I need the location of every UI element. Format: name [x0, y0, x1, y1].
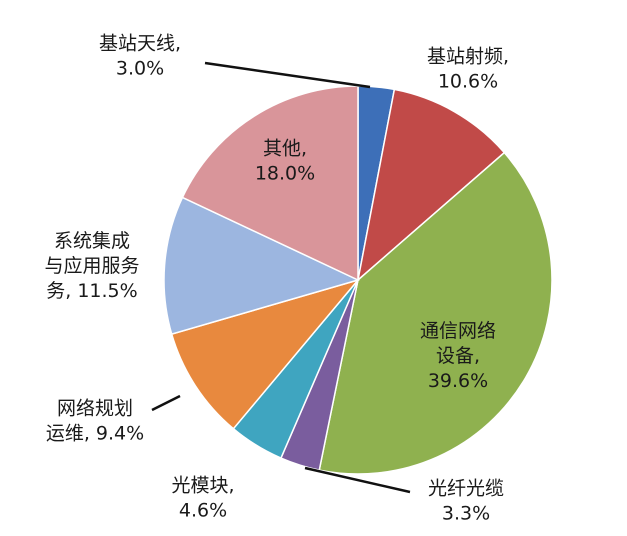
slice-labels: 基站天线, 3.0%基站射频, 10.6%通信网络设备, 39.6%光纤光缆 3.3%光… — [44, 33, 509, 525]
slice-label-line: 与应用服务 — [44, 255, 139, 277]
slice-label: 光纤光缆 3.3% — [428, 478, 504, 525]
slice-label-line: 系统集成 — [54, 230, 130, 252]
slice-label-line: 光模块, — [171, 475, 234, 497]
slice-label-line: 39.6% — [428, 370, 488, 392]
slice-label-line: 其他, — [263, 138, 307, 160]
slice-label: 系统集成与应用服务务, 11.5% — [44, 230, 139, 302]
slice-label-line: 4.6% — [179, 500, 227, 522]
slice-label-line: 运维, 9.4% — [46, 423, 144, 445]
pie-slices — [163, 85, 553, 475]
pie-slice — [318, 151, 553, 475]
slice-label-line: 设备, — [436, 345, 480, 367]
leader-line — [304, 466, 411, 494]
slice-label: 网络规划运维, 9.4% — [46, 398, 144, 445]
slice-label-line: 务, 11.5% — [46, 280, 137, 302]
leader-line — [204, 61, 371, 89]
slice-label: 其他, 18.0% — [255, 138, 315, 185]
slice-label-line: 基站射频, — [427, 46, 509, 68]
slice-label-line: 3.3% — [442, 503, 490, 525]
slice-label: 光模块, 4.6% — [171, 475, 234, 522]
slice-label-line: 18.0% — [255, 163, 315, 185]
pie-slice — [181, 85, 359, 282]
leader-lines — [151, 61, 411, 494]
leader-line — [151, 394, 181, 412]
slice-label-line: 网络规划 — [57, 398, 133, 420]
pie-slice — [356, 88, 506, 282]
slice-label-line: 10.6% — [438, 71, 498, 93]
slice-label-line: 光纤光缆 — [428, 478, 504, 500]
slice-label-line: 通信网络 — [420, 320, 496, 342]
pie-slice — [163, 196, 361, 336]
slice-label-line: 3.0% — [116, 58, 164, 80]
slice-label: 通信网络设备, 39.6% — [420, 320, 496, 392]
pie-slice — [170, 278, 361, 430]
slice-label: 基站天线, 3.0% — [99, 33, 181, 80]
slice-label: 基站射频, 10.6% — [427, 46, 509, 93]
slice-label-line: 基站天线, — [99, 33, 181, 55]
